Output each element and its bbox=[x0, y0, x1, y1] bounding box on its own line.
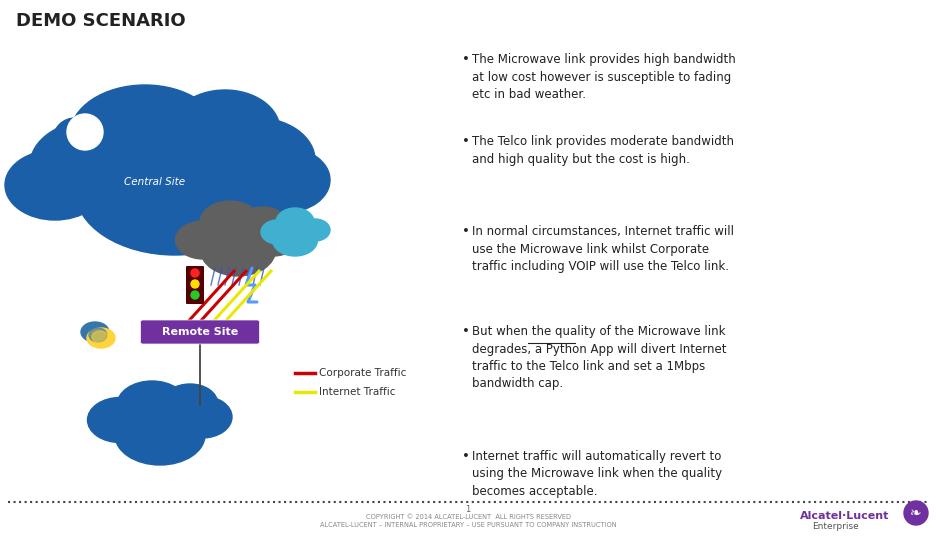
Ellipse shape bbox=[150, 180, 240, 230]
Text: Corporate Traffic: Corporate Traffic bbox=[319, 368, 406, 378]
Ellipse shape bbox=[163, 384, 217, 422]
Ellipse shape bbox=[75, 125, 275, 255]
Ellipse shape bbox=[261, 220, 293, 244]
Text: Central Site: Central Site bbox=[124, 177, 185, 187]
Circle shape bbox=[191, 291, 199, 299]
Text: Remote Site: Remote Site bbox=[162, 327, 238, 337]
Circle shape bbox=[67, 114, 103, 150]
Text: Internet traffic will automatically revert to
using the Microwave link when the : Internet traffic will automatically reve… bbox=[472, 450, 723, 498]
Circle shape bbox=[904, 501, 928, 525]
Text: ❧: ❧ bbox=[910, 506, 922, 520]
Ellipse shape bbox=[30, 120, 160, 210]
Ellipse shape bbox=[5, 150, 105, 220]
Text: •: • bbox=[462, 225, 470, 238]
Ellipse shape bbox=[172, 396, 232, 438]
Ellipse shape bbox=[85, 172, 165, 227]
Text: DEMO SCENARIO: DEMO SCENARIO bbox=[16, 12, 185, 30]
Ellipse shape bbox=[89, 328, 107, 342]
Circle shape bbox=[191, 280, 199, 288]
Circle shape bbox=[53, 118, 97, 162]
Ellipse shape bbox=[272, 224, 317, 256]
Text: Alcatel·Lucent: Alcatel·Lucent bbox=[800, 511, 889, 521]
Ellipse shape bbox=[200, 201, 260, 243]
FancyBboxPatch shape bbox=[186, 266, 204, 304]
Text: The Telco link provides moderate bandwidth
and high quality but the cost is high: The Telco link provides moderate bandwid… bbox=[472, 135, 734, 165]
Ellipse shape bbox=[117, 381, 187, 429]
Ellipse shape bbox=[300, 219, 330, 241]
Ellipse shape bbox=[195, 118, 315, 202]
FancyBboxPatch shape bbox=[140, 320, 259, 344]
Ellipse shape bbox=[170, 90, 280, 170]
Text: COPYRIGHT © 2014 ALCATEL-LUCENT  ALL RIGHTS RESERVED
ALCATEL-LUCENT – INTERNAL P: COPYRIGHT © 2014 ALCATEL-LUCENT ALL RIGH… bbox=[320, 514, 616, 528]
Ellipse shape bbox=[70, 85, 220, 185]
Ellipse shape bbox=[247, 220, 299, 256]
Text: 1: 1 bbox=[465, 505, 471, 514]
Ellipse shape bbox=[92, 331, 108, 343]
Ellipse shape bbox=[87, 397, 153, 442]
Text: Enterprise: Enterprise bbox=[812, 522, 858, 531]
Ellipse shape bbox=[276, 208, 314, 236]
Text: But when the quality of the Microwave link
degrades, a Python App will divert In: But when the quality of the Microwave li… bbox=[472, 325, 726, 390]
Text: •: • bbox=[462, 53, 470, 66]
Ellipse shape bbox=[240, 147, 330, 213]
Text: •: • bbox=[462, 135, 470, 148]
Text: •: • bbox=[462, 450, 470, 463]
Text: In normal circumstances, Internet traffic will
use the Microwave link whilst Cor: In normal circumstances, Internet traffi… bbox=[472, 225, 734, 273]
Ellipse shape bbox=[81, 322, 109, 342]
Ellipse shape bbox=[239, 207, 287, 241]
Ellipse shape bbox=[115, 405, 205, 465]
Ellipse shape bbox=[200, 224, 275, 276]
Ellipse shape bbox=[176, 221, 230, 259]
Ellipse shape bbox=[87, 328, 115, 348]
Circle shape bbox=[191, 269, 199, 277]
Text: Internet Traffic: Internet Traffic bbox=[319, 387, 396, 397]
Text: The Microwave link provides high bandwidth
at low cost however is susceptible to: The Microwave link provides high bandwid… bbox=[472, 53, 736, 101]
Text: •: • bbox=[462, 325, 470, 338]
